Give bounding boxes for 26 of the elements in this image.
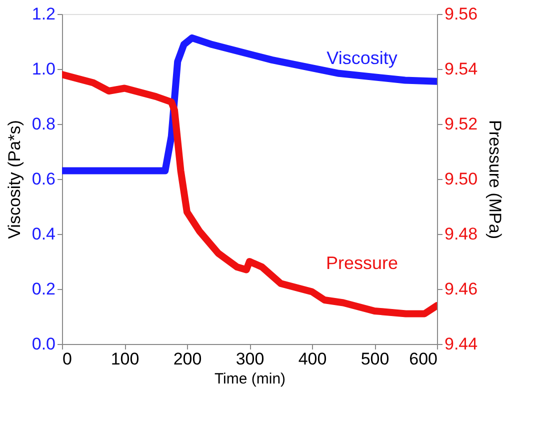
y2-tick-label: 9.54	[444, 60, 478, 78]
y2-tick-label: 9.46	[444, 280, 478, 298]
y2-axis-title: Pressure (MPa)	[486, 120, 505, 240]
x-axis-title: Time (min)	[214, 370, 286, 388]
series-label: Pressure	[326, 253, 398, 273]
x-tick-label: 500	[360, 350, 390, 368]
x-tick-label: 600	[409, 350, 438, 368]
series-label: Viscosity	[326, 48, 398, 68]
x-tick-label: 100	[110, 350, 140, 368]
y-axis-title: Viscosity (Pa*s)	[4, 120, 24, 239]
y2-tick-label: 9.52	[444, 114, 478, 134]
y2-tick-label: 9.50	[444, 170, 478, 188]
y2-tick-label: 9.56	[444, 4, 478, 24]
y-tick-label: 0.2	[32, 280, 56, 298]
y2-tick-label: 9.48	[444, 224, 478, 244]
x-tick-label: 400	[298, 350, 327, 368]
y-tick-label: 1.0	[32, 60, 56, 78]
x-tick-label: 200	[173, 350, 202, 368]
y-tick-label: 0.6	[32, 170, 56, 188]
y-tick-label: 0.4	[32, 224, 56, 244]
y-tick-label: 0.0	[32, 334, 56, 354]
x-tick-label: 0	[62, 350, 72, 368]
x-tick-label: 300	[236, 350, 264, 368]
y2-tick-label: 9.44	[444, 334, 478, 354]
y-tick-label: 1.2	[32, 4, 56, 24]
y-tick-label: 0.8	[32, 114, 56, 134]
